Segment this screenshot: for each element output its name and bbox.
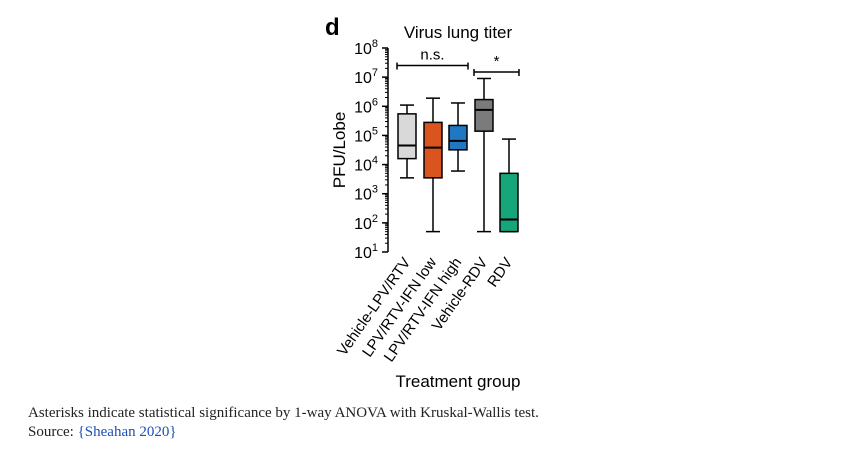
significance-annotations: n.s. * (396, 47, 520, 77)
y-tick-label: 103 (354, 184, 378, 204)
box-2 (423, 97, 443, 233)
x-tick-label: RDV (484, 255, 516, 291)
source-brace-close: } (169, 424, 177, 440)
y-tick-label: 106 (354, 96, 378, 116)
axes: 101 102 103 104 105 106 107 108 (354, 38, 389, 262)
y-tick-label: 105 (354, 125, 378, 145)
source-link[interactable]: Sheahan 2020 (84, 424, 170, 440)
source-prefix: Source: (28, 424, 78, 440)
caption-text: Asterisks indicate statistical significa… (28, 405, 539, 421)
y-tick-label: 102 (354, 213, 378, 233)
iqr-box (448, 124, 468, 151)
box-5 (499, 138, 519, 233)
box-3 (448, 102, 468, 172)
iqr-box (474, 98, 494, 132)
figure-caption: Asterisks indicate statistical significa… (28, 404, 828, 442)
panel-label: d (325, 14, 340, 41)
y-tick-label: 107 (354, 67, 378, 87)
y-tick-label: 108 (354, 38, 378, 58)
iqr-box (397, 113, 417, 160)
iqr-box (423, 121, 443, 179)
source-brace-open: { (77, 424, 85, 440)
chart-title: Virus lung titer (404, 23, 513, 42)
x-axis-label: Treatment group (395, 372, 520, 391)
y-tick-label: 101 (354, 242, 378, 262)
annotation-1: n.s. (396, 47, 469, 70)
y-axis-label: PFU/Lobe (330, 112, 349, 189)
annotation-label: * (494, 53, 500, 70)
box-1 (397, 104, 417, 179)
caption-source: Source: {Sheahan 2020} (28, 423, 828, 442)
iqr-box (499, 172, 519, 233)
box-4 (474, 77, 494, 233)
annotation-label: n.s. (420, 47, 444, 64)
box-plot-figure: d Virus lung titer PFU/Lobe Treatment gr… (325, 14, 521, 391)
boxes-layer (397, 77, 519, 233)
annotation-2: * (473, 53, 520, 77)
y-tick-label: 104 (354, 155, 378, 175)
